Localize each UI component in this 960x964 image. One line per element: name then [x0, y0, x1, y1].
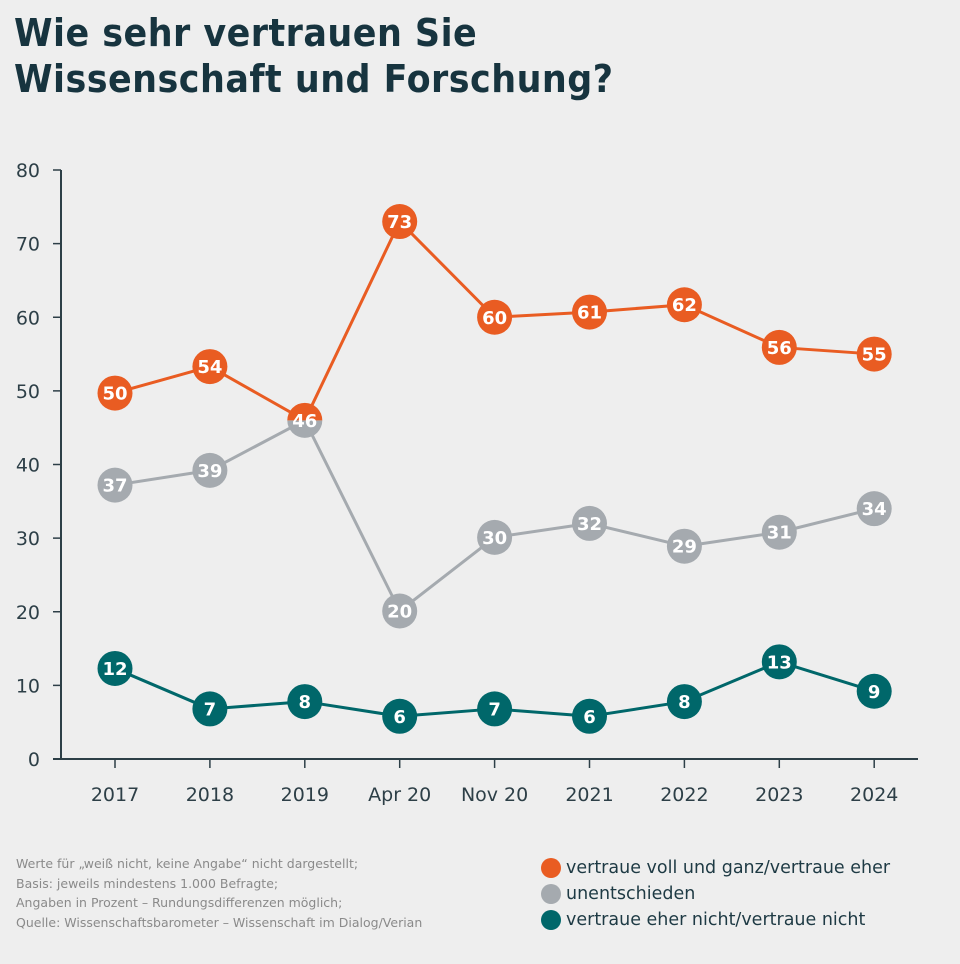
data-point-undecided: [192, 452, 228, 488]
data-label-trust: 46: [292, 411, 317, 432]
y-tick-label: 0: [28, 749, 40, 771]
data-point-undecided: [97, 467, 133, 503]
data-point-trust: [382, 204, 418, 240]
data-label-undecided: 29: [672, 537, 697, 558]
data-point-trust: [477, 299, 513, 335]
data-point-trust: [192, 349, 228, 385]
chart-title: Wie sehr vertrauen Sie Wissenschaft und …: [14, 10, 658, 102]
x-tick-label: 2019: [281, 784, 329, 806]
legend-swatch-trust: [541, 858, 561, 878]
data-label-undecided: 20: [387, 602, 412, 623]
data-point-undecided: [382, 593, 418, 629]
data-point-trust: [761, 329, 797, 365]
data-label-trust: 61: [577, 303, 602, 324]
data-label-undecided: 30: [482, 528, 507, 549]
chart-notes: Werte für „weiß nicht, keine Angabe“ nic…: [16, 854, 422, 932]
data-label-distrust: 8: [678, 692, 691, 713]
data-label-trust: 54: [197, 357, 222, 378]
data-label-trust: 56: [767, 338, 792, 359]
x-tick-label: Nov 20: [461, 784, 528, 806]
data-point-distrust: [856, 673, 892, 709]
data-point-undecided: [572, 505, 607, 541]
data-point-distrust: [761, 644, 797, 680]
data-label-trust: 55: [862, 345, 887, 366]
data-label-distrust: 13: [767, 652, 792, 673]
data-point-distrust: [477, 691, 513, 727]
data-label-trust: 60: [482, 308, 507, 329]
x-tick-label: 2018: [186, 784, 234, 806]
y-tick-label: 20: [16, 602, 40, 624]
data-point-distrust: [287, 684, 323, 720]
note-line: Quelle: Wissenschaftsbarometer – Wissens…: [16, 914, 423, 930]
note-line: Werte für „weiß nicht, keine Angabe“ nic…: [16, 856, 359, 871]
data-point-distrust: [572, 698, 607, 734]
note-line: Angaben in Prozent – Rundungsdifferenzen…: [16, 895, 343, 910]
data-label-trust: 50: [102, 384, 127, 405]
data-label-distrust: 9: [868, 682, 881, 703]
data-point-undecided: [856, 491, 892, 527]
y-tick-label: 60: [16, 307, 40, 329]
line-chart: 0 10 20 30 40 50 60 70 80 2017 2018 2019 Apr 20 Nov 2…: [16, 160, 918, 806]
data-point-undecided: [666, 528, 702, 564]
legend-label-distrust: vertraue eher nicht/vertraue nicht: [566, 910, 866, 930]
y-tick-label: 30: [16, 528, 40, 550]
x-tick-label: 2024: [850, 784, 898, 806]
legend-swatch-undecided: [541, 884, 561, 904]
x-tick-label: 2023: [755, 784, 803, 806]
data-label-undecided: 31: [767, 523, 792, 544]
data-label-undecided: 34: [862, 499, 887, 520]
data-point-undecided: [761, 514, 797, 550]
legend-item-distrust: vertraue eher nicht/vertraue nicht: [541, 907, 890, 933]
data-label-undecided: 37: [102, 476, 127, 497]
data-point-trust: [666, 287, 702, 323]
series-line-undecided: [114, 418, 875, 613]
data-point-trust: [572, 294, 607, 330]
title-line-1: Wie sehr vertrauen Sie: [14, 11, 478, 55]
data-point-distrust: [97, 650, 133, 686]
title-line-2: Wissenschaft und Forschung?: [14, 57, 614, 101]
legend-label-undecided: unentschieden: [566, 884, 696, 904]
data-label-trust: 62: [672, 295, 697, 316]
y-tick-label: 50: [16, 381, 40, 403]
data-label-undecided: 32: [577, 514, 602, 535]
legend-label-trust: vertraue voll und ganz/vertraue eher: [566, 858, 891, 878]
data-label-distrust: 8: [299, 692, 312, 713]
x-tick-label: 2017: [91, 784, 139, 806]
y-tick-label: 70: [16, 234, 40, 256]
data-point-undecided: [477, 519, 513, 555]
note-line: Basis: jeweils mindestens 1.000 Befragte…: [16, 875, 279, 891]
data-label-distrust: 7: [204, 699, 217, 720]
data-point-distrust: [666, 684, 702, 720]
data-label-undecided: 39: [197, 461, 222, 482]
legend-item-undecided: unentschieden: [541, 881, 890, 907]
data-point-trust: [287, 402, 323, 421]
x-tick-label: 2022: [660, 784, 708, 806]
data-label-distrust: 7: [488, 699, 501, 720]
legend-item-trust: vertraue voll und ganz/vertraue eher: [541, 855, 890, 881]
y-tick-label: 10: [16, 675, 40, 697]
data-label-distrust: 6: [583, 707, 596, 728]
data-point-distrust: [382, 698, 418, 734]
chart-legend: vertraue voll und ganz/vertraue eher une…: [541, 855, 890, 933]
data-label-distrust: 6: [393, 707, 406, 728]
x-tick-label: 2021: [565, 784, 613, 806]
data-label-distrust: 12: [102, 659, 127, 680]
data-point-trust: [97, 375, 133, 411]
legend-swatch-distrust: [541, 910, 561, 930]
x-tick-label: Apr 20: [368, 784, 431, 806]
data-point-undecided: [287, 420, 323, 438]
data-point-distrust: [192, 691, 228, 727]
y-tick-label: 40: [16, 455, 40, 477]
data-point-trust: [856, 336, 892, 372]
y-tick-label: 80: [16, 160, 40, 182]
data-label-trust: 73: [387, 212, 412, 233]
